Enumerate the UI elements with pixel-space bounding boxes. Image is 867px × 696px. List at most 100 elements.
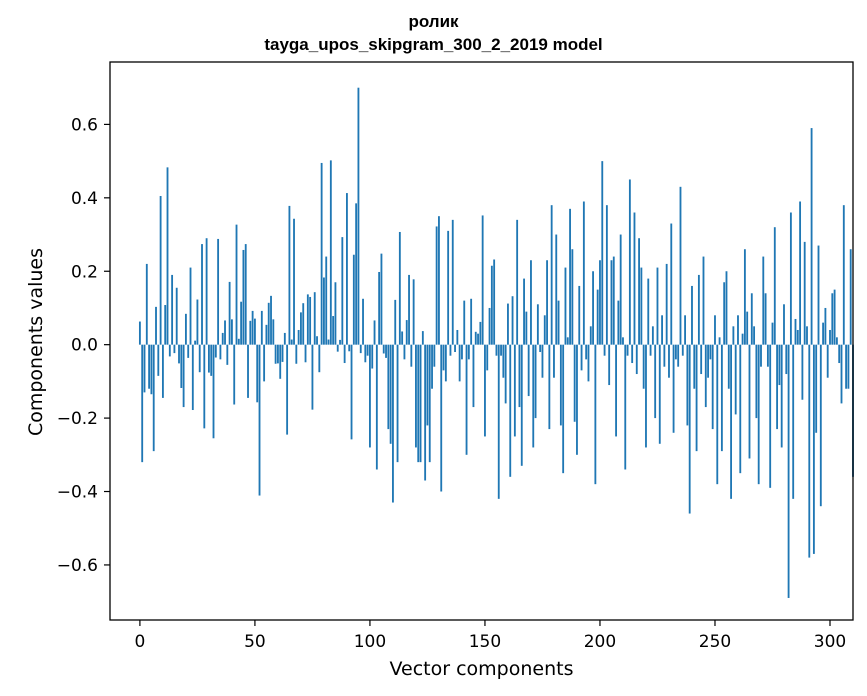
bar-component-246 [704, 344, 707, 408]
bar-component-33 [214, 344, 217, 358]
bar-component-289 [803, 241, 806, 345]
chart-title-model: tayga_upos_skipgram_300_2_2019 model [264, 35, 603, 54]
y-axis-label: Components values [25, 247, 47, 437]
bar-component-18 [180, 344, 183, 388]
bar-component-65 [288, 205, 291, 345]
bar-component-277 [776, 344, 779, 430]
bar-component-114 [401, 331, 404, 345]
bar-component-29 [205, 238, 208, 345]
bar-component-200 [599, 260, 601, 345]
bar-component-251 [716, 344, 719, 485]
bar-component-219 [642, 344, 645, 389]
bar-component-226 [658, 344, 661, 444]
bar-component-195 [587, 344, 590, 382]
bar-component-40 [231, 319, 233, 345]
bar-component-168 [525, 311, 528, 345]
bar-component-50 [254, 318, 256, 345]
bar-component-279 [780, 344, 783, 448]
bar-component-151 [486, 344, 489, 371]
bar-component-95 [357, 87, 360, 345]
x-tick-label: 150 [469, 632, 501, 652]
bar-component-38 [226, 344, 229, 365]
bar-component-192 [580, 344, 583, 371]
bar-component-11 [164, 305, 167, 345]
bar-component-174 [539, 344, 542, 353]
bar-component-221 [647, 278, 650, 345]
bar-component-250 [714, 315, 716, 345]
bar-component-118 [410, 344, 413, 367]
bar-component-122 [419, 344, 422, 463]
bar-component-237 [684, 315, 686, 345]
bar-component-72 [304, 344, 307, 363]
bar-component-147 [477, 333, 479, 345]
y-tick-label: 0.2 [71, 262, 98, 282]
bar-component-254 [723, 282, 726, 345]
bar-component-150 [484, 344, 486, 437]
bar-component-144 [470, 298, 473, 345]
bar-component-268 [755, 344, 758, 419]
bar-component-189 [573, 344, 576, 422]
y-axis-ticks: −0.6 −0.4 −0.2 0.0 0.2 0.4 0.6 [57, 115, 110, 576]
bar-component-52 [258, 344, 261, 496]
bar-component-245 [702, 256, 705, 345]
bar-component-201 [601, 161, 604, 345]
bar-component-252 [718, 337, 721, 345]
bar-component-69 [297, 329, 300, 345]
bar-component-284 [792, 344, 795, 499]
bar-component-73 [306, 294, 309, 345]
bar-component-273 [766, 344, 769, 367]
bar-component-163 [513, 344, 516, 437]
bar-component-36 [221, 332, 224, 345]
bar-component-175 [541, 344, 544, 378]
bar-component-208 [617, 300, 620, 345]
bar-component-87 [339, 339, 341, 345]
bar-component-37 [224, 320, 226, 345]
bar-component-217 [638, 238, 640, 345]
bar-component-223 [651, 326, 654, 345]
bar-component-59 [274, 344, 277, 364]
bar-component-88 [341, 237, 344, 345]
bar-component-164 [516, 219, 519, 345]
bar-component-90 [346, 193, 348, 345]
bar-component-131 [440, 344, 443, 492]
bar-component-191 [578, 285, 581, 345]
bar-component-34 [217, 238, 220, 345]
bar-component-136 [451, 219, 454, 345]
bar-component-170 [530, 260, 532, 345]
bar-component-104 [378, 271, 381, 345]
bar-component-55 [265, 324, 268, 345]
bar-component-49 [251, 310, 254, 345]
y-tick-label: −0.2 [57, 409, 98, 429]
bar-component-127 [431, 344, 433, 389]
bar-component-46 [244, 244, 247, 345]
bar-component-42 [235, 224, 238, 345]
bar-component-99 [366, 344, 369, 356]
bar-component-84 [332, 316, 335, 345]
bar-series [138, 87, 854, 598]
bar-component-202 [603, 344, 606, 356]
bar-component-298 [824, 307, 827, 345]
bar-component-115 [403, 344, 406, 360]
bar-component-256 [727, 344, 730, 389]
bar-component-51 [256, 344, 259, 403]
bar-component-75 [311, 344, 314, 410]
bar-component-229 [665, 263, 668, 345]
bar-component-21 [187, 344, 190, 358]
bar-component-48 [249, 320, 252, 345]
bar-component-225 [656, 267, 659, 345]
bar-component-68 [295, 344, 298, 364]
bar-component-148 [479, 321, 482, 345]
bar-component-300 [829, 329, 831, 345]
bar-component-222 [649, 344, 652, 356]
bar-component-193 [582, 201, 585, 345]
bar-component-92 [350, 344, 353, 440]
bar-component-244 [700, 344, 703, 375]
bar-component-169 [527, 344, 530, 397]
bar-component-228 [663, 344, 666, 367]
bar-component-171 [532, 344, 535, 448]
bar-component-271 [762, 256, 765, 345]
bar-component-106 [382, 344, 385, 354]
bar-component-25 [196, 299, 199, 345]
bar-component-203 [605, 205, 608, 345]
bar-component-159 [504, 344, 507, 404]
